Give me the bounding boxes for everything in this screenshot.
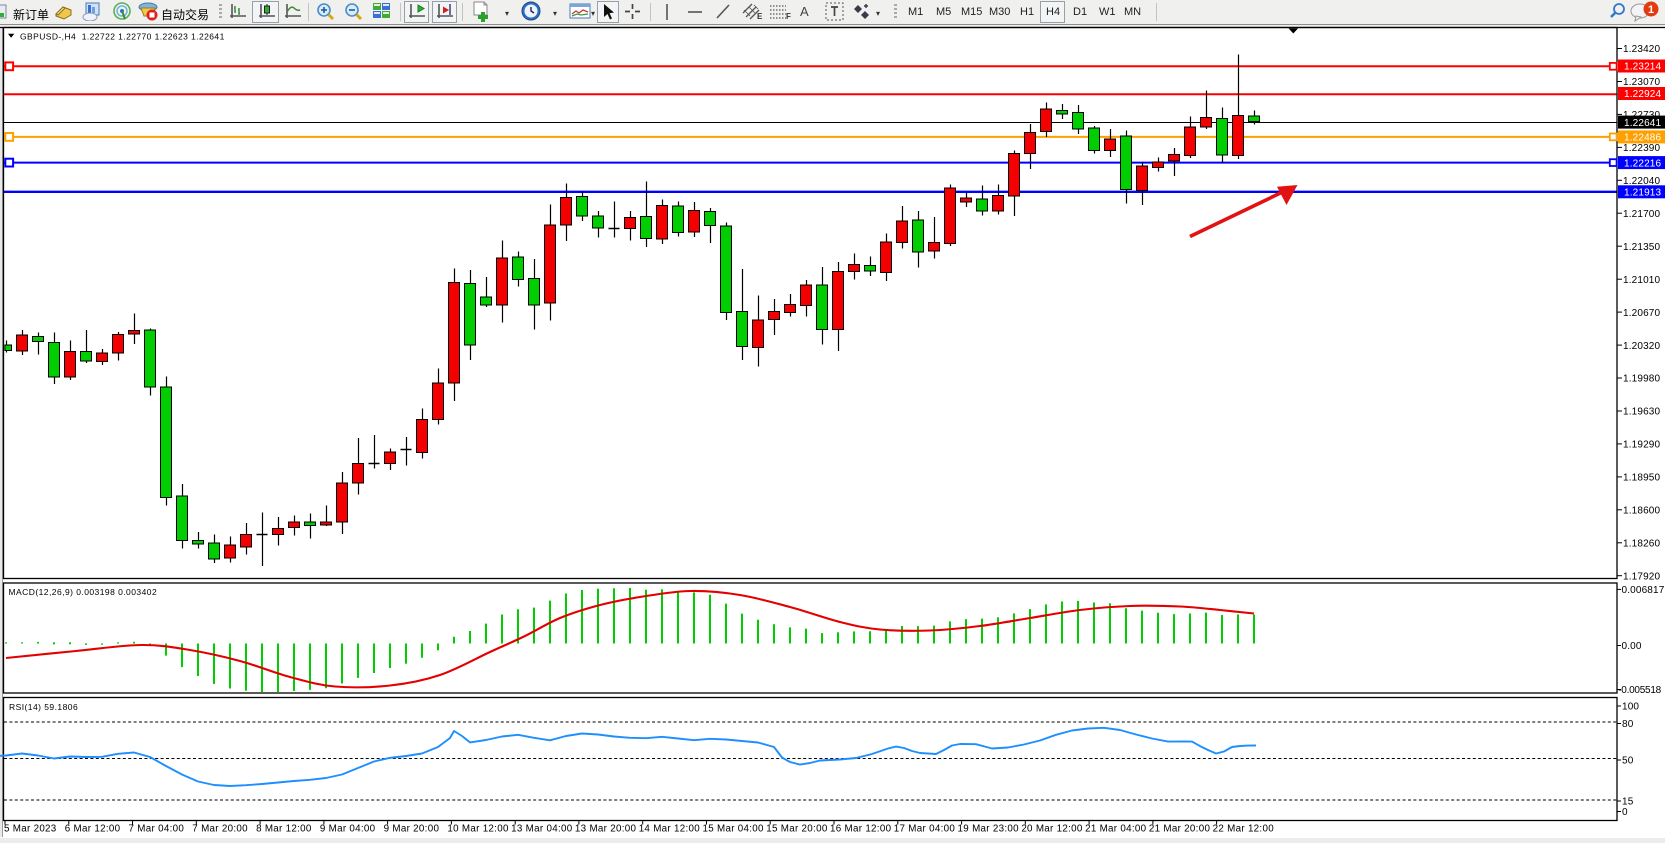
svg-text:1.21700: 1.21700 <box>1623 209 1660 220</box>
svg-text:-0.005518: -0.005518 <box>1618 685 1661 696</box>
svg-text:1.21913: 1.21913 <box>1624 188 1661 199</box>
svg-text:1.21350: 1.21350 <box>1623 242 1660 253</box>
svg-text:15: 15 <box>1622 797 1634 808</box>
svg-text:5 Mar 2023: 5 Mar 2023 <box>4 823 57 834</box>
svg-text:1.23070: 1.23070 <box>1623 77 1660 88</box>
svg-text:1.20670: 1.20670 <box>1623 308 1660 319</box>
svg-text:20 Mar 12:00: 20 Mar 12:00 <box>1021 823 1083 834</box>
svg-text:MACD(12,26,9) 0.003198 0.00340: MACD(12,26,9) 0.003198 0.003402 <box>9 587 158 597</box>
svg-text:1.22924: 1.22924 <box>1624 89 1661 100</box>
svg-text:7 Mar 20:00: 7 Mar 20:00 <box>192 823 248 834</box>
svg-text:1.21010: 1.21010 <box>1623 275 1660 286</box>
svg-text:1.19290: 1.19290 <box>1623 440 1660 451</box>
svg-text:14 Mar 12:00: 14 Mar 12:00 <box>639 823 701 834</box>
svg-text:13 Mar 04:00: 13 Mar 04:00 <box>511 823 573 834</box>
svg-text:10 Mar 12:00: 10 Mar 12:00 <box>447 823 509 834</box>
svg-text:9 Mar 20:00: 9 Mar 20:00 <box>384 823 440 834</box>
svg-text:22 Mar 12:00: 22 Mar 12:00 <box>1213 823 1275 834</box>
svg-text:GBPUSD-,H4 1.22722 1.22770 1.: GBPUSD-,H4 1.22722 1.22770 1.22623 1.226… <box>20 31 225 41</box>
svg-text:1.22390: 1.22390 <box>1623 143 1660 154</box>
svg-text:1.18260: 1.18260 <box>1623 538 1660 549</box>
svg-text:19 Mar 23:00: 19 Mar 23:00 <box>958 823 1020 834</box>
svg-text:1.19630: 1.19630 <box>1623 407 1660 418</box>
svg-text:1.23214: 1.23214 <box>1624 62 1661 73</box>
svg-text:80: 80 <box>1622 719 1634 730</box>
svg-text:0: 0 <box>1622 807 1628 818</box>
svg-text:7 Mar 04:00: 7 Mar 04:00 <box>129 823 185 834</box>
svg-text:21 Mar 20:00: 21 Mar 20:00 <box>1149 823 1211 834</box>
svg-text:0.006817: 0.006817 <box>1622 585 1665 596</box>
svg-text:1.18600: 1.18600 <box>1623 506 1660 517</box>
svg-text:1.22216: 1.22216 <box>1624 158 1661 169</box>
svg-text:1.18950: 1.18950 <box>1623 473 1660 484</box>
svg-text:1.20320: 1.20320 <box>1623 341 1660 352</box>
svg-text:13 Mar 20:00: 13 Mar 20:00 <box>575 823 637 834</box>
svg-text:100: 100 <box>1622 702 1639 713</box>
svg-text:1.22486: 1.22486 <box>1624 133 1661 144</box>
svg-text:15 Mar 04:00: 15 Mar 04:00 <box>702 823 764 834</box>
svg-text:1.23420: 1.23420 <box>1623 44 1660 55</box>
svg-text:21 Mar 04:00: 21 Mar 04:00 <box>1085 823 1147 834</box>
svg-text:1.17920: 1.17920 <box>1623 571 1660 582</box>
svg-text:1: 1 <box>1648 4 1654 16</box>
svg-text:15 Mar 20:00: 15 Mar 20:00 <box>766 823 828 834</box>
svg-text:1.19980: 1.19980 <box>1623 374 1660 385</box>
svg-text:0.00: 0.00 <box>1622 641 1642 652</box>
svg-text:50: 50 <box>1622 756 1634 767</box>
svg-text:9 Mar 04:00: 9 Mar 04:00 <box>320 823 376 834</box>
svg-text:17 Mar 04:00: 17 Mar 04:00 <box>894 823 956 834</box>
svg-text:1.22040: 1.22040 <box>1623 176 1660 187</box>
svg-text:8 Mar 12:00: 8 Mar 12:00 <box>256 823 312 834</box>
svg-text:1.22641: 1.22641 <box>1624 118 1661 129</box>
svg-text:6 Mar 12:00: 6 Mar 12:00 <box>65 823 121 834</box>
svg-text:RSI(14) 59.1806: RSI(14) 59.1806 <box>9 702 78 712</box>
svg-text:16 Mar 12:00: 16 Mar 12:00 <box>830 823 892 834</box>
